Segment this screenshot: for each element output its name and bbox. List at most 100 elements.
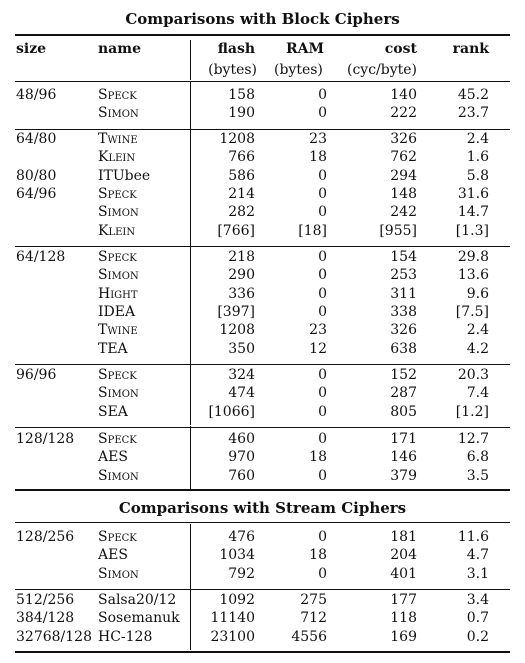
stream-top-rule: [15, 522, 510, 523]
cell-name: Speck: [98, 529, 137, 545]
cell-name: IDEA: [98, 303, 136, 320]
cell-rank: 14.7: [457, 204, 489, 221]
column-separator: [190, 426, 191, 489]
cell-cost: 118: [390, 610, 417, 627]
cell-ram: 0: [318, 267, 327, 284]
cell-ram: 18: [309, 149, 327, 166]
cell-ram: 4556: [291, 628, 327, 645]
cell-name: Sosemanuk: [98, 610, 180, 627]
block-ciphers-title: Comparisons with Block Ciphers: [125, 10, 400, 28]
cell-rank: [7.5]: [455, 303, 489, 320]
header-rule: [15, 81, 510, 82]
cell-name: Twine: [98, 322, 138, 339]
cell-flash: 218: [228, 249, 255, 265]
cell-ram: 0: [318, 87, 327, 103]
cell-size: 128/256: [16, 529, 75, 545]
cell-flash: [397]: [217, 303, 255, 320]
cell-cost: 401: [390, 565, 417, 582]
cell-cost: 805: [390, 403, 417, 420]
header-rank: rank: [452, 41, 489, 57]
cell-flash: 1034: [219, 547, 255, 564]
cell-flash: 474: [228, 385, 255, 402]
cell-rank: 2.4: [466, 131, 489, 147]
cell-rank: 23.7: [457, 105, 489, 122]
cell-rank: 45.2: [457, 87, 489, 103]
column-separator: [190, 244, 191, 362]
cell-rank: 31.6: [457, 185, 489, 202]
cell-rank: 2.4: [466, 322, 489, 339]
cell-rank: 4.7: [466, 547, 489, 564]
header-name: name: [98, 41, 141, 57]
cell-name: HC-128: [98, 628, 153, 645]
cell-name: Simon: [98, 267, 139, 284]
cell-flash: 1092: [219, 592, 255, 608]
cell-flash: 190: [228, 105, 255, 122]
cell-name: Speck: [98, 249, 137, 265]
cell-rank: 0.2: [466, 628, 489, 645]
cell-size: 384/128: [16, 610, 75, 627]
cell-cost: 287: [390, 385, 417, 402]
cell-size: 48/96: [16, 87, 57, 103]
cell-ram: 0: [318, 167, 327, 184]
cell-name: AES: [98, 449, 128, 466]
cell-name: Speck: [98, 185, 137, 202]
cell-cost: 148: [390, 185, 417, 202]
cell-cost: 140: [390, 87, 417, 103]
cell-size: 80/80: [16, 167, 57, 184]
cell-rank: 5.8: [466, 167, 489, 184]
cell-size: 64/80: [16, 131, 57, 147]
top-rule: [15, 34, 510, 36]
cell-size: 96/96: [16, 367, 57, 383]
cell-cost: 338: [390, 303, 417, 320]
cell-cost: 294: [390, 167, 417, 184]
cell-name: Simon: [98, 385, 139, 402]
cell-ram: 0: [318, 565, 327, 582]
cell-ram: 0: [318, 431, 327, 447]
cell-cost: 204: [390, 547, 417, 564]
cell-name: Klein: [98, 149, 136, 166]
header-size: size: [16, 41, 47, 57]
column-separator: [190, 126, 191, 244]
header-flash: flash: [217, 41, 255, 57]
cell-rank: 7.4: [466, 385, 489, 402]
group-separator-rule: [15, 426, 510, 428]
cell-flash: 158: [228, 87, 255, 103]
cell-rank: 6.8: [466, 449, 489, 466]
group-separator-rule: [15, 363, 510, 365]
cell-cost: 638: [390, 340, 417, 357]
cell-cost: [955]: [379, 222, 417, 239]
cell-flash: 1208: [219, 322, 255, 339]
cell-ram: 18: [309, 449, 327, 466]
cell-flash: 214: [228, 185, 255, 202]
cell-flash: 970: [228, 449, 255, 466]
cell-cost: 326: [390, 322, 417, 339]
cell-cost: 181: [390, 529, 417, 545]
header-cost: cost: [384, 41, 417, 57]
cell-name: Salsa20/12: [98, 592, 177, 608]
cell-name: ITUbee: [98, 167, 151, 184]
column-separator: [190, 40, 191, 80]
cell-rank: 20.3: [457, 367, 489, 383]
cell-name: Simon: [98, 204, 139, 221]
cell-flash: 324: [228, 367, 255, 383]
cell-rank: 9.6: [466, 285, 489, 302]
cell-cost: 379: [390, 467, 417, 484]
cell-name: Speck: [98, 431, 137, 447]
cell-rank: 29.8: [457, 249, 489, 265]
column-separator: [190, 524, 191, 587]
group-separator-rule: [15, 128, 510, 130]
cell-flash: 460: [228, 431, 255, 447]
cell-ram: 18: [309, 547, 327, 564]
cell-ram: 12: [309, 340, 327, 357]
group-separator-rule: [15, 588, 510, 590]
cell-ram: 0: [318, 204, 327, 221]
cell-cost: 152: [390, 367, 417, 383]
cell-name: Speck: [98, 87, 137, 103]
cell-ram: 0: [318, 249, 327, 265]
cell-cost: 177: [390, 592, 417, 608]
cell-ram: 0: [318, 303, 327, 320]
cell-cost: 762: [390, 149, 417, 166]
cell-size: 32768/128: [16, 628, 92, 645]
column-separator: [190, 587, 191, 650]
cell-flash: 586: [228, 167, 255, 184]
